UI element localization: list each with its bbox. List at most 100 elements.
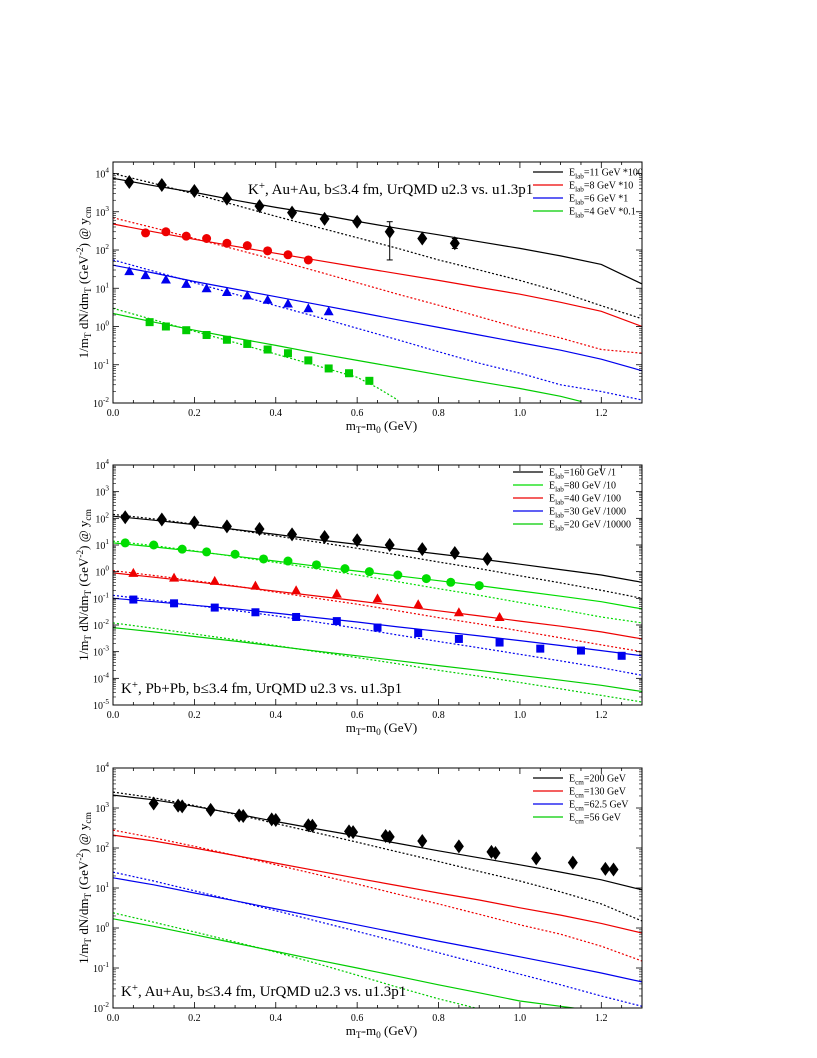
series-4-point-1 (129, 595, 138, 604)
series-3-point-10 (494, 611, 505, 621)
series-1-point-12 (348, 825, 359, 840)
series-1-solid-line (113, 177, 642, 285)
chart-panel-1: 0.0 0.2 0.4 0.6 0.8 1.0 1.2 mT-m0 (GeV) 10-2 10-1… (76, 161, 643, 436)
series-4-point-9 (454, 634, 463, 643)
series-3-solid-line (113, 877, 642, 983)
x-tick-label: 1.0 (514, 710, 527, 721)
y-tick-label: 100 (95, 565, 109, 579)
legend-entry: Ecm=200 GeV (569, 774, 627, 787)
y-axis-label: 1/mT dN/dmT (GeV-2) @ ycm (76, 206, 94, 358)
x-axis-label: mT-m0 (GeV) (346, 720, 417, 738)
series-2-point-4 (202, 233, 212, 243)
series-1-dotted-line (113, 791, 642, 922)
series-1-point-10 (417, 542, 428, 557)
plot-annotation: K+, Pb+Pb, b≤3.4 fm, UrQMD u2.3 vs. u1.3… (121, 679, 402, 697)
series-4-point-4 (251, 608, 260, 617)
y-tick-label: 100 (95, 320, 109, 334)
legend-entry: Ecm=62.5 GeV (569, 800, 629, 813)
x-tick-label: 0.4 (270, 710, 283, 721)
y-tick-label: 102 (95, 243, 109, 257)
series-1-point-6 (287, 205, 298, 220)
series-3-point-1 (124, 266, 135, 276)
series-2-point-1 (120, 538, 130, 548)
series-1-point-3 (177, 799, 188, 814)
x-tick-label: 0.0 (107, 408, 120, 419)
series-4-point-2 (170, 599, 179, 608)
series-4-dotted-line (113, 912, 479, 1008)
y-tick-label: 104 (95, 458, 109, 472)
y-axis-label: 1/mT dN/dmT (GeV-2) @ ycm (76, 508, 94, 660)
series-4-point-1 (145, 318, 154, 327)
legend-entry: Elab=40 GeV /100 (549, 494, 621, 507)
series-1-point-6 (238, 809, 249, 824)
y-tick-label: 10-1 (93, 591, 109, 605)
plot-area (113, 510, 642, 703)
series-1-point-6 (287, 527, 298, 542)
series-2-dotted-line (113, 829, 642, 962)
y-tick-label: 10-5 (93, 698, 109, 712)
series-1-point-8 (270, 813, 281, 828)
series-2-point-8 (283, 250, 293, 260)
x-tick-label: 0.2 (188, 408, 201, 419)
series-3-point-8 (413, 599, 424, 609)
series-1-point-14 (384, 829, 395, 844)
series-1-point-19 (531, 851, 542, 866)
series-2-solid-line (113, 223, 642, 328)
series-3-point-1 (128, 567, 139, 577)
y-tick-label: 102 (95, 841, 109, 855)
series-2-point-9 (303, 255, 313, 265)
series-3-solid-line (113, 264, 642, 372)
series-2-point-5 (222, 238, 232, 248)
series-1-point-16 (453, 839, 464, 854)
series-3-point-11 (323, 306, 334, 316)
series-4-point-5 (222, 335, 231, 344)
series-1-point-5 (254, 199, 265, 214)
series-2-point-9 (340, 564, 350, 574)
series-2-point-8 (311, 560, 321, 570)
x-tick-label: 0.0 (107, 1013, 120, 1024)
series-2-solid-line (113, 834, 642, 934)
series-4-point-13 (617, 651, 626, 660)
series-1-point-10 (417, 231, 428, 246)
series-2-point-14 (474, 581, 484, 591)
series-1-point-7 (319, 211, 330, 226)
series-3-point-2 (140, 270, 151, 280)
series-4-point-12 (365, 376, 374, 385)
series-1-point-4 (221, 519, 232, 534)
series-2-point-10 (364, 567, 374, 577)
series-2-point-1 (141, 228, 151, 238)
series-2-point-7 (283, 556, 293, 566)
series-2-point-7 (263, 246, 273, 256)
series-4-point-6 (332, 617, 341, 626)
series-4-point-3 (182, 326, 191, 335)
x-axis-label: mT-m0 (GeV) (346, 418, 417, 436)
series-4-point-6 (243, 339, 252, 348)
series-3-point-7 (242, 290, 253, 300)
legend-entry: Ecm=56 GeV (569, 813, 622, 826)
x-tick-label: 1.0 (514, 1013, 527, 1024)
series-4-point-9 (304, 356, 313, 365)
y-tick-label: 10-2 (93, 396, 109, 410)
x-tick-label: 0.2 (188, 710, 201, 721)
y-axis: 10-2 10-1 100 101 102 103 104 1/mT dN/dmT (GeV-… (76, 167, 642, 410)
y-tick-label: 104 (95, 761, 109, 775)
legend-entry: Elab=11 GeV *100 (569, 168, 643, 181)
series-1-point-8 (352, 533, 363, 548)
series-4-point-10 (324, 364, 333, 373)
series-1-point-21 (600, 861, 611, 876)
y-tick-label: 10-2 (93, 618, 109, 632)
legend-entry: Elab=20 GeV /10000 (549, 520, 631, 533)
y-tick-label: 102 (95, 511, 109, 525)
series-1-point-3 (189, 183, 200, 198)
series-1-point-5 (254, 521, 265, 536)
series-3-point-6 (221, 286, 232, 296)
series-1-point-1 (120, 510, 131, 525)
series-5-dotted-line (113, 622, 642, 703)
series-2-point-13 (446, 577, 456, 587)
legend-entry: Elab=160 GeV /1 (549, 468, 616, 481)
legend-entry: Elab=30 GeV /1000 (549, 507, 626, 520)
series-2-point-3 (181, 231, 191, 241)
series-4-solid-line (113, 312, 582, 402)
series-3-point-3 (209, 575, 220, 585)
